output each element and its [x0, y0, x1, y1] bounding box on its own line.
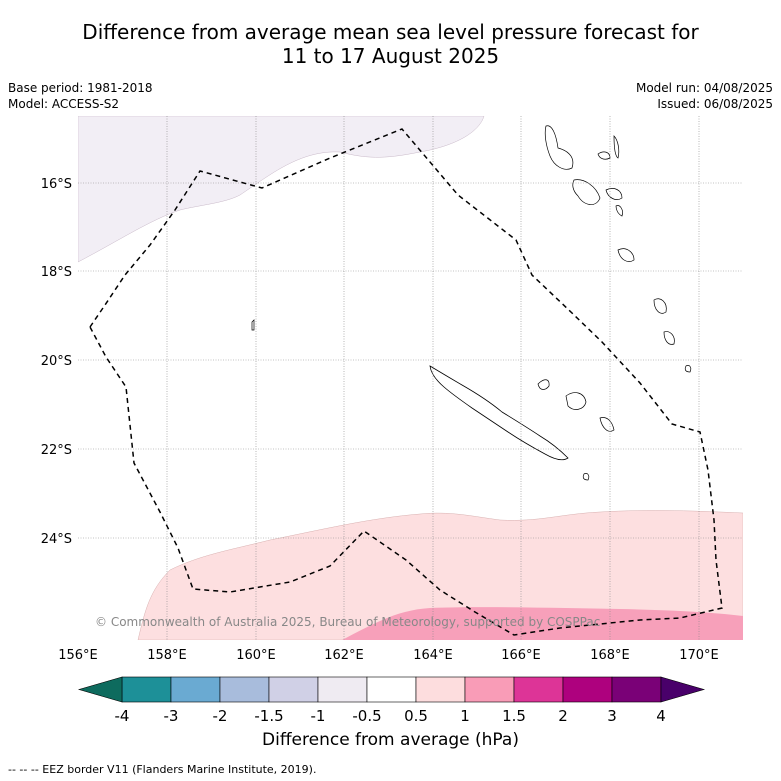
- vanuatu-espiritu-santo: [544, 125, 574, 170]
- colorbar-tick: -2: [213, 707, 228, 725]
- colorbar-tick: 4: [656, 707, 666, 725]
- anomaly-1-to-1.5: [342, 607, 743, 640]
- colorbar-tick: 0.5: [404, 707, 428, 725]
- vanuatu-malekula: [572, 179, 601, 205]
- colorbar-segment: [170, 676, 221, 703]
- lat-tick: 18°S: [41, 265, 72, 280]
- map-area: © Commonwealth of Australia 2025, Bureau…: [78, 116, 743, 640]
- title-line-2: 11 to 17 August 2025: [281, 44, 500, 68]
- lon-tick: 168°E: [590, 648, 630, 663]
- colorbar: -4 -3 -2 -1.5 -1 -0.5 0.5 1 1.5 2 3 4: [77, 676, 706, 725]
- model-name: Model: ACCESS-S2: [8, 97, 120, 111]
- vanuatu-shepherd: [615, 205, 623, 217]
- vanuatu-pentecost: [613, 135, 620, 159]
- lat-tick: 20°S: [41, 354, 72, 369]
- vanuatu-ambae: [597, 151, 611, 160]
- eez-border: [89, 128, 723, 636]
- colorbar-segment: [611, 676, 662, 703]
- issued-date: Issued: 06/08/2025: [657, 97, 773, 111]
- vanuatu-tanna: [653, 298, 667, 314]
- matthew-island: [684, 365, 692, 373]
- vanuatu-efate: [605, 188, 623, 200]
- colorbar-tick: 3: [607, 707, 617, 725]
- colorbar-tick: 1.5: [502, 707, 526, 725]
- meta-right: Model run: 04/08/2025 Issued: 06/08/2025: [636, 80, 773, 112]
- lon-tick: 166°E: [501, 648, 541, 663]
- colorbar-segment: [415, 676, 466, 703]
- colorbar-label: Difference from average (hPa): [262, 730, 519, 750]
- base-period: Base period: 1981-2018: [8, 81, 153, 95]
- colorbar-segment: [317, 676, 368, 703]
- loyalty-island-1: [537, 379, 550, 390]
- colorbar-tick: -4: [115, 707, 130, 725]
- vanuatu-erromango: [617, 248, 635, 262]
- copyright-text: © Commonwealth of Australia 2025, Bureau…: [95, 615, 600, 629]
- colorbar-segment: [366, 676, 417, 703]
- vanuatu-aneityum: [663, 331, 675, 345]
- lon-tick: 158°E: [147, 648, 187, 663]
- colorbar-segment: [219, 676, 270, 703]
- loyalty-island-2: [565, 392, 587, 410]
- colorbar-segment: [121, 676, 172, 703]
- chesterfield-islet: [251, 319, 255, 331]
- chart-title: Difference from average mean sea level p…: [0, 20, 781, 68]
- colorbar-tick: -1.5: [254, 707, 283, 725]
- colorbar-tick: -0.5: [352, 707, 381, 725]
- gridlines: [78, 116, 743, 640]
- isle-of-pines: [582, 473, 590, 481]
- lon-tick-labels: 156°E 158°E 160°E 162°E 164°E 166°E 168°…: [58, 648, 719, 663]
- model-run: Model run: 04/08/2025: [635, 81, 773, 95]
- eez-legend: -- -- -- EEZ border V11 (Flanders Marine…: [8, 763, 317, 776]
- title-line-1: Difference from average mean sea level p…: [82, 20, 699, 44]
- lon-tick: 162°E: [324, 648, 364, 663]
- lon-tick: 170°E: [679, 648, 719, 663]
- colorbar-extend-low: [77, 676, 123, 703]
- lat-tick: 16°S: [41, 177, 72, 192]
- lat-tick-labels: 16°S 18°S 20°S 22°S 24°S: [41, 177, 72, 547]
- colorbar-tick: 2: [558, 707, 568, 725]
- loyalty-island-3: [599, 417, 615, 432]
- new-caledonia-island: [429, 365, 569, 461]
- colorbar-tick: -1: [311, 707, 326, 725]
- lon-tick: 156°E: [58, 648, 98, 663]
- anomaly-0.5-to-1: [137, 510, 743, 640]
- lat-tick: 24°S: [41, 532, 72, 547]
- colorbar-segment: [464, 676, 515, 703]
- lon-tick: 160°E: [236, 648, 276, 663]
- anomaly-minus-0.5-to-minus-1: [78, 116, 485, 263]
- colorbar-tick: -3: [164, 707, 179, 725]
- meta-left: Base period: 1981-2018 Model: ACCESS-S2: [8, 80, 153, 112]
- lat-tick: 22°S: [41, 443, 72, 458]
- colorbar-segment: [513, 676, 564, 703]
- colorbar-segment: [562, 676, 613, 703]
- colorbar-extend-high: [660, 676, 706, 703]
- lon-tick: 164°E: [413, 648, 453, 663]
- colorbar-segment: [268, 676, 319, 703]
- colorbar-tick: 1: [460, 707, 470, 725]
